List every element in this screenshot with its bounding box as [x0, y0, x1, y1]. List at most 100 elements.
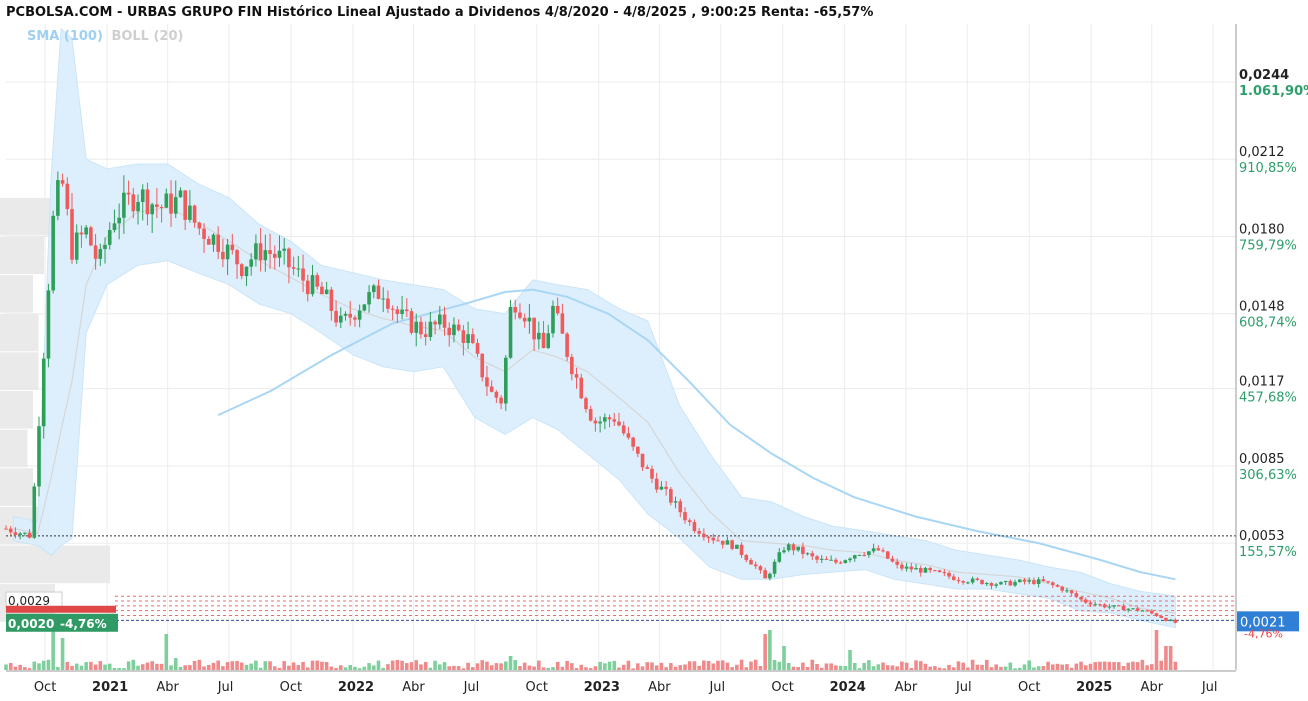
- candle: [607, 414, 612, 428]
- candle-body: [621, 425, 626, 434]
- candle-body: [1135, 608, 1140, 611]
- candle: [1159, 614, 1164, 619]
- candle: [777, 548, 782, 563]
- candle: [815, 554, 819, 564]
- candle: [188, 190, 192, 223]
- volume-bar: [650, 662, 654, 670]
- candle: [843, 559, 848, 564]
- volume-bar: [678, 665, 683, 670]
- candle-body: [659, 486, 664, 490]
- candle: [489, 380, 494, 393]
- x-tick-label: Abr: [402, 680, 425, 695]
- candle-body: [107, 230, 112, 245]
- candle-body: [56, 180, 60, 216]
- volume-bar: [645, 662, 650, 670]
- candle-body: [805, 553, 810, 555]
- candle: [999, 581, 1003, 585]
- volume-bar: [324, 662, 329, 670]
- x-tick-label: Abr: [156, 680, 179, 695]
- candle: [51, 210, 55, 294]
- candle: [966, 581, 970, 585]
- volume-profile-bar: [0, 313, 39, 352]
- candle: [145, 182, 150, 226]
- candle: [41, 352, 46, 439]
- volume-bar: [551, 667, 555, 670]
- candle: [1102, 603, 1107, 609]
- candle: [584, 396, 588, 413]
- candle-body: [1079, 596, 1083, 600]
- x-tick-label: Oct: [34, 680, 56, 695]
- candle-body: [593, 420, 598, 424]
- candle-body: [211, 234, 216, 245]
- candle-body: [909, 566, 914, 570]
- candle: [678, 498, 683, 518]
- volume-bar: [692, 661, 697, 670]
- candle-body: [664, 486, 668, 490]
- candle: [98, 243, 103, 267]
- candle-body: [197, 222, 202, 229]
- candle-body: [84, 227, 88, 235]
- candle: [541, 320, 546, 349]
- candle: [768, 572, 772, 581]
- legend-sma[interactable]: SMA (100): [27, 29, 103, 44]
- volume-bar: [565, 660, 569, 670]
- volume-bar: [970, 659, 975, 670]
- candle: [258, 227, 263, 272]
- candle: [1069, 589, 1074, 596]
- candle-body: [857, 554, 862, 556]
- volume-bar: [112, 668, 117, 670]
- candle-body: [900, 564, 904, 569]
- volume-bar: [74, 663, 79, 670]
- candle: [1046, 581, 1050, 584]
- candle-body: [258, 243, 263, 261]
- volume-bar: [117, 668, 121, 670]
- candle-body: [235, 250, 239, 265]
- volume-bar: [579, 664, 584, 670]
- volume-bar: [244, 664, 249, 670]
- candle-body: [216, 234, 220, 252]
- volume-bar: [843, 666, 848, 670]
- candle-body: [937, 570, 942, 573]
- x-tick-label: Jul: [463, 680, 480, 695]
- candle: [711, 533, 716, 544]
- volume-bar: [1149, 664, 1154, 670]
- candle-body: [51, 215, 55, 291]
- current-price-badge: [6, 613, 118, 632]
- candle: [419, 316, 423, 339]
- candle-body: [551, 305, 555, 334]
- candle-body: [928, 567, 932, 571]
- candle-body: [1131, 608, 1135, 610]
- candle-body: [131, 194, 136, 212]
- candle: [107, 222, 112, 250]
- volume-bar: [65, 661, 70, 670]
- candle-body: [150, 204, 154, 215]
- volume-bar: [711, 663, 716, 670]
- candle: [650, 465, 654, 483]
- volume-bar: [777, 661, 782, 670]
- volume-bar: [433, 660, 437, 670]
- candle: [994, 582, 998, 589]
- candle: [1079, 596, 1083, 602]
- candle: [1093, 601, 1098, 606]
- candle-body: [555, 305, 560, 314]
- volume-bar: [37, 663, 41, 670]
- candle: [1164, 617, 1168, 622]
- volume-bar: [546, 667, 551, 670]
- candle-body: [786, 544, 791, 551]
- candle: [603, 413, 607, 430]
- candle-body: [697, 531, 701, 534]
- volume-bar: [966, 667, 970, 670]
- candle-body: [904, 566, 909, 569]
- legend-boll[interactable]: BOLL (20): [111, 29, 184, 44]
- volume-bar: [414, 660, 419, 670]
- candle-body: [32, 486, 37, 538]
- candle-body: [749, 560, 753, 565]
- candle-body: [456, 324, 461, 331]
- candle-body: [923, 567, 928, 573]
- candle: [329, 286, 334, 321]
- candle: [494, 390, 499, 404]
- volume-bar: [334, 667, 338, 670]
- candle: [395, 305, 400, 324]
